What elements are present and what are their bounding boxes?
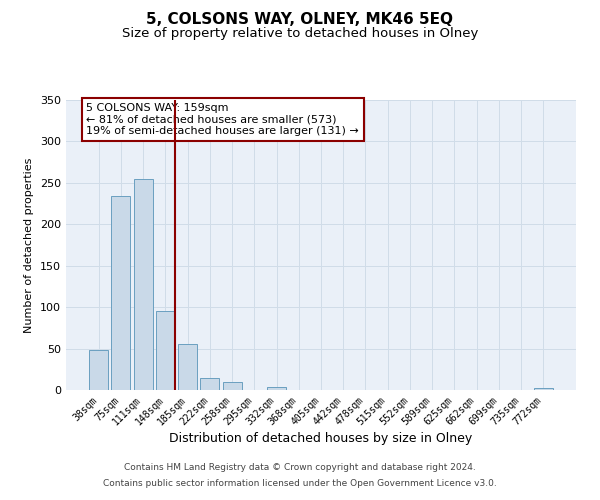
Bar bbox=[112, 196, 130, 390]
Bar bbox=[89, 350, 108, 390]
Bar bbox=[156, 312, 175, 390]
Bar bbox=[178, 344, 197, 390]
Bar bbox=[134, 178, 152, 390]
Bar bbox=[200, 378, 219, 390]
Text: 5, COLSONS WAY, OLNEY, MK46 5EQ: 5, COLSONS WAY, OLNEY, MK46 5EQ bbox=[146, 12, 454, 28]
Bar bbox=[223, 382, 242, 390]
X-axis label: Distribution of detached houses by size in Olney: Distribution of detached houses by size … bbox=[169, 432, 473, 446]
Text: 5 COLSONS WAY: 159sqm
← 81% of detached houses are smaller (573)
19% of semi-det: 5 COLSONS WAY: 159sqm ← 81% of detached … bbox=[86, 103, 359, 136]
Text: Contains public sector information licensed under the Open Government Licence v3: Contains public sector information licen… bbox=[103, 478, 497, 488]
Bar bbox=[267, 386, 286, 390]
Y-axis label: Number of detached properties: Number of detached properties bbox=[25, 158, 34, 332]
Text: Size of property relative to detached houses in Olney: Size of property relative to detached ho… bbox=[122, 28, 478, 40]
Bar bbox=[534, 388, 553, 390]
Text: Contains HM Land Registry data © Crown copyright and database right 2024.: Contains HM Land Registry data © Crown c… bbox=[124, 464, 476, 472]
